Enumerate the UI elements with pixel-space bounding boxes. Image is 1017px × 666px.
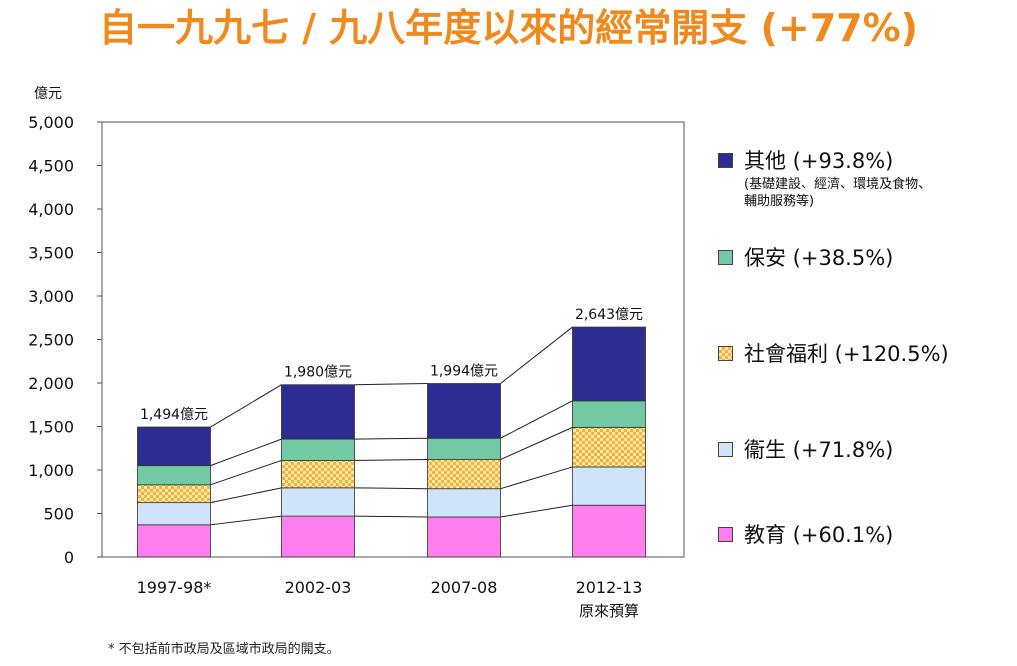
legend-label: 社會福利 (+120.5%) <box>744 342 949 366</box>
connector-line <box>354 437 428 440</box>
x-tick-label: 2012-13 <box>576 578 643 597</box>
y-tick-label: 3,500 <box>28 244 74 263</box>
label-layer: 1,494億元 1997-98* 1,980億元 2002-03 1,994億元 2007… <box>137 307 643 620</box>
bar-segment <box>281 515 355 558</box>
legend-note: 輔助服務等) <box>744 194 815 209</box>
connector-line <box>354 515 428 518</box>
legend-note: (基礎建設、經濟、環境及食物、 <box>744 177 932 192</box>
legend-swatch <box>718 442 733 457</box>
x-tick-label: 1997-98* <box>137 578 212 597</box>
x-tick-sublabel: 原來預算 <box>579 602 639 620</box>
connector-line <box>500 466 573 490</box>
bar-segment <box>572 466 646 506</box>
legend-label: 衞生 (+71.8%) <box>744 438 894 462</box>
connector-line <box>210 515 282 526</box>
legend-swatch <box>718 346 733 361</box>
legend-label: 其他 (+93.8%) <box>744 149 894 173</box>
connector-line <box>210 487 282 504</box>
x-tick-label: 2007-08 <box>431 578 498 597</box>
axes-layer: 億元 5,000 4,500 4,000 3,500 3,000 2,500 2,000 1,5… <box>28 86 685 567</box>
connector-line <box>354 487 428 490</box>
bar-segment <box>427 516 501 558</box>
y-tick-label: 3,000 <box>28 287 74 306</box>
bar-segment <box>572 504 646 558</box>
bar-segment <box>137 524 211 558</box>
y-axis-label: 億元 <box>34 86 62 102</box>
bar-segment <box>427 383 501 439</box>
connector-line <box>500 426 573 461</box>
bar-segment <box>427 437 501 460</box>
page-title: 自一九九七 / 九八年度以來的經常開支 (+77%) <box>98 6 919 50</box>
legend-swatch <box>718 527 733 542</box>
bar-segment <box>137 502 211 526</box>
bar-segment <box>281 460 355 489</box>
connector-line <box>210 459 282 486</box>
y-tick-label: 4,000 <box>28 200 74 219</box>
bar-segment <box>572 400 646 428</box>
bar-segment <box>281 487 355 517</box>
data-label-total: 2,643億元 <box>575 307 643 323</box>
bar-segment <box>427 459 501 490</box>
bar-segment <box>281 384 355 440</box>
x-tick-label: 2002-03 <box>285 578 352 597</box>
legend-label: 教育 (+60.1%) <box>744 523 894 547</box>
bar-segment <box>137 484 211 504</box>
y-tick-label: 1,000 <box>28 461 74 480</box>
connector-layer <box>210 326 573 526</box>
bar-segment <box>137 426 211 467</box>
connector-line <box>354 459 428 461</box>
connector-line <box>500 326 573 384</box>
y-tick-label: 4,500 <box>28 157 74 176</box>
y-tick-label: 1,500 <box>28 418 74 437</box>
connector-line <box>500 400 573 439</box>
legend-swatch <box>718 250 733 265</box>
y-tick-label: 2,000 <box>28 374 74 393</box>
bar-layer <box>137 326 646 558</box>
bar-segment <box>137 465 211 486</box>
bar-segment <box>572 426 646 468</box>
connector-line <box>500 504 573 518</box>
y-tick-label: 500 <box>43 505 74 524</box>
data-label-total: 1,494億元 <box>140 407 208 423</box>
bar-segment <box>281 438 355 461</box>
data-label-total: 1,994億元 <box>430 364 498 380</box>
bar-segment <box>427 488 501 518</box>
connector-line <box>210 384 282 428</box>
connector-line <box>354 383 428 386</box>
y-tick-label: 0 <box>64 548 74 567</box>
connector-line <box>210 438 282 467</box>
legend-swatch <box>718 153 733 168</box>
y-tick-label: 2,500 <box>28 331 74 350</box>
footnote: * 不包括前市政局及區域市政局的開支。 <box>108 642 340 657</box>
y-tick-label: 5,000 <box>28 113 74 132</box>
legend-label: 保安 (+38.5%) <box>744 246 894 270</box>
bar-segment <box>572 326 646 402</box>
data-label-total: 1,980億元 <box>284 365 352 381</box>
